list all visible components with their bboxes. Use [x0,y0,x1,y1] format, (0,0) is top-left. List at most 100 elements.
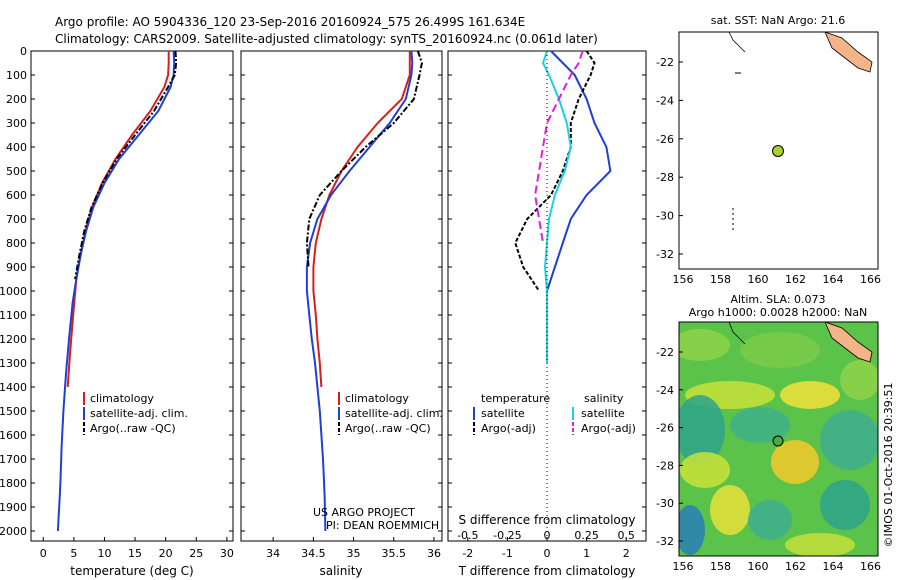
land-new-caledonia [824,322,873,363]
depth-tick-label: 1700 [0,453,27,466]
legend-argo: Argo(..raw -QC) [345,422,431,435]
temperature-panel-frame [30,50,234,542]
lon-tick-label: 162 [785,560,806,573]
depth-tick-label: 1300 [0,357,27,370]
sla-map-title1: Altim. SLA: 0.073 [730,293,825,306]
series-line-argo-raw-qc [74,50,178,280]
x-tick-label: 34 [266,547,280,560]
salinity-xlabel: salinity [319,564,362,578]
lat-tick-label: -32 [656,535,674,548]
sst-map-axes: -22 -24 -26 -28 -30 -32 156 158 160 162 164 166 [656,56,881,286]
depth-tick-label: 700 [6,213,27,226]
coastline-reef [728,31,746,53]
depth-tick-label: 1600 [0,429,27,442]
lon-tick-label: 164 [823,560,844,573]
legend-satellite: satellite-adj. clim. [345,407,443,420]
lon-tick-label: 160 [748,273,769,286]
legend-climatology: climatology [90,392,154,405]
temperature-plot: 0 5 10 15 20 25 30 [40,50,234,560]
x-tick-label: 15 [128,547,142,560]
lon-tick-label: 162 [785,273,806,286]
x-tick-label: 0 [544,547,551,560]
credit-pi: PI: DEAN ROEMMICH [326,519,439,532]
lat-tick-label: -30 [656,497,674,510]
lat-tick-label: -22 [656,56,674,69]
series-line-argo-raw-qc [305,50,423,268]
series-line-climatology [66,51,170,388]
x-tick-label: 36 [427,547,441,560]
lat-tick-label: -30 [656,210,674,223]
lat-tick-label: -26 [656,422,674,435]
credit-project: US ARGO PROJECT [313,506,415,519]
legend-climatology: climatology [345,392,409,405]
depth-tick-label: 300 [6,117,27,130]
series-line-salinity-argo-adj [534,50,584,244]
legend-temperature-title: temperature [481,392,550,405]
depth-tick-label: 600 [6,189,27,202]
salinity-panel-frame [240,50,443,542]
legend-temp-argo: Argo(-adj) [481,422,536,435]
depth-tick-label: 1100 [0,309,27,322]
x-tick-label: 30 [220,547,234,560]
lat-tick-label: -24 [656,384,674,397]
s-tick-label: 0.25 [574,529,599,542]
difference-plot: -2 -1 0 1 2 -0.5 -0.25 0 0.25 0.5 [457,50,635,560]
lon-tick-label: 160 [748,560,769,573]
salinity-legend: climatology satellite-adj. clim. Argo(..… [338,392,443,435]
lat-tick-label: -26 [656,133,674,146]
imos-stamp: ©IMOS 01-Oct-2016 20:39:51 [882,382,895,547]
sst-map [678,31,879,270]
x-tick-label: 20 [159,547,173,560]
lon-tick-label: 156 [673,273,694,286]
x-tick-label: 35 [347,547,361,560]
series-line-temperature-argo-adj [514,50,596,292]
depth-tick-label: 800 [6,237,27,250]
sla-map-title2: Argo h1000: 0.0028 h2000: NaN [689,306,868,319]
depth-tick-label: 0 [20,45,27,58]
lon-tick-label: 156 [673,560,694,573]
series-line-satellite-adj-clim [56,50,176,532]
land-new-caledonia [824,31,873,73]
lon-tick-label: 158 [710,560,731,573]
depth-tick-label: 900 [6,261,27,274]
x-tick-label: 2 [623,547,630,560]
depth-tick-label: 1900 [0,501,27,514]
lon-tick-label: 166 [860,560,881,573]
temperature-xlabel: temperature (deg C) [70,564,193,578]
x-tick-label: 34.5 [301,547,326,560]
series-line-climatology [312,51,411,388]
x-tick-label: 0 [40,547,47,560]
s-difference-label: S difference from climatology [459,513,636,527]
x-tick-label: 10 [97,547,111,560]
depth-tick-label: 2000 [0,525,27,538]
lat-tick-label: -28 [656,459,674,472]
temperature-legend: climatology satellite-adj. clim. Argo(..… [83,392,188,435]
depth-tick-label: 1200 [0,333,27,346]
x-tick-label: 1 [583,547,590,560]
difference-xlabel: T difference from climatology [458,564,636,578]
depth-tick-label: 1400 [0,381,27,394]
series-line-temperature-satellite [546,50,612,292]
depth-axis: 0 100 200 300 400 500 600 700 800 900 1000 1100 1200… [0,45,646,538]
legend-satellite: satellite-adj. clim. [90,407,188,420]
lat-tick-label: -28 [656,171,674,184]
depth-tick-label: 200 [6,93,27,106]
argo-position-marker [772,145,784,157]
depth-tick-label: 100 [6,69,27,82]
legend-salinity-title: salinity [584,392,624,405]
lat-tick-label: -22 [656,346,674,359]
x-tick-label: -2 [462,547,473,560]
legend-temp-satellite: satellite [481,407,525,420]
x-tick-label: 25 [189,547,203,560]
legend-argo: Argo(..raw -QC) [90,422,176,435]
s-tick-label: 0.5 [617,529,635,542]
lon-tick-label: 158 [710,273,731,286]
s-tick-label: 0 [544,529,551,542]
s-tick-label: -0.25 [493,529,521,542]
x-tick-label: 35.5 [382,547,407,560]
depth-tick-label: 400 [6,141,27,154]
difference-legend: temperature salinity satellite Argo(-adj… [473,392,636,435]
s-tick-label: -0.5 [457,529,478,542]
depth-tick-label: 1800 [0,477,27,490]
